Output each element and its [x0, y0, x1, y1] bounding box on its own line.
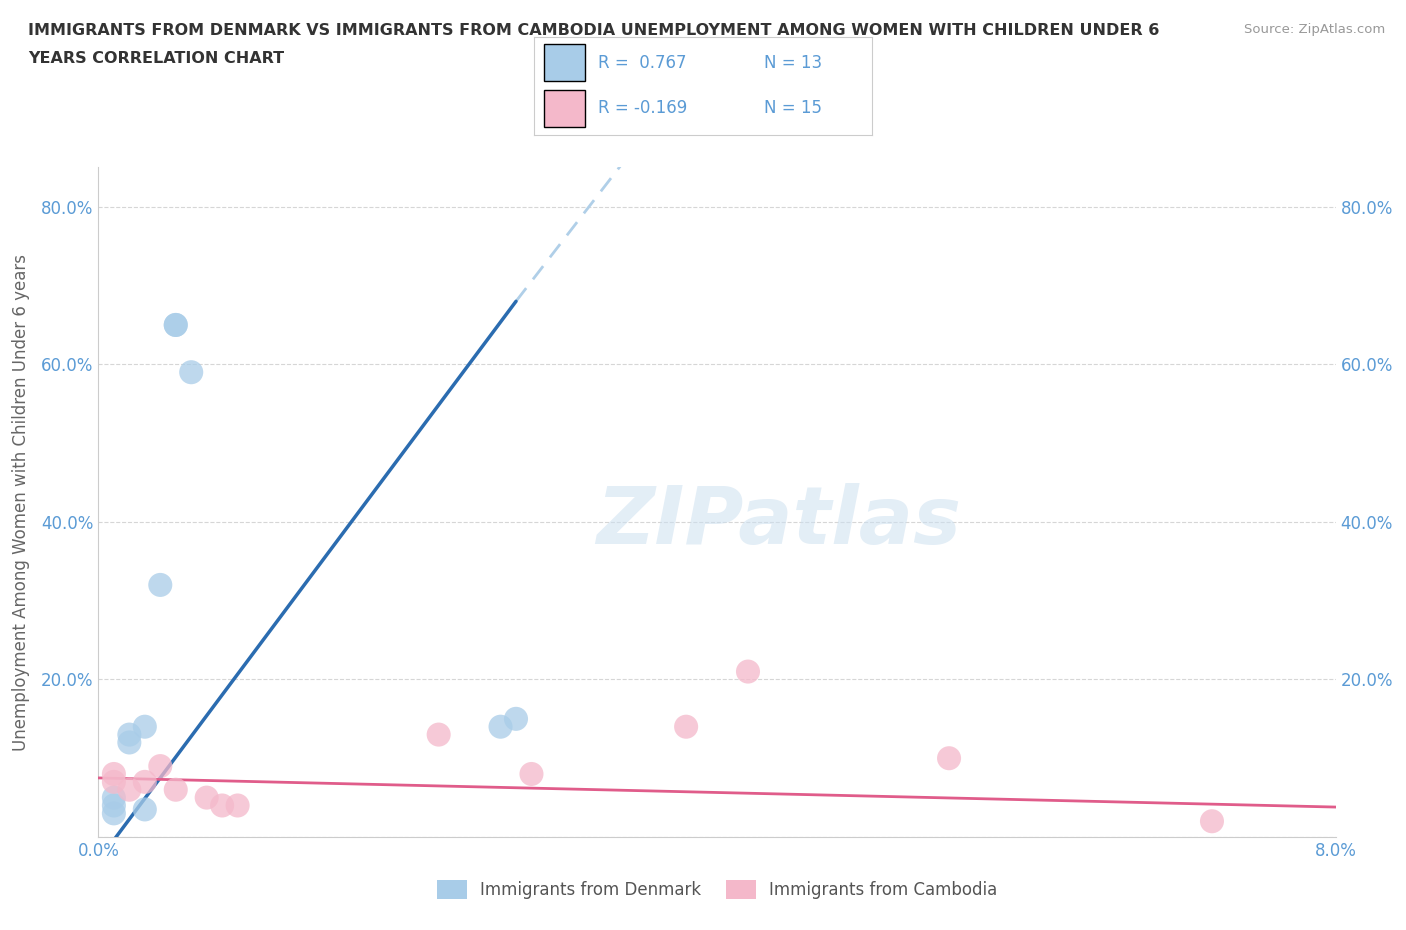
Point	[103, 766, 125, 781]
Point	[938, 751, 960, 765]
Point	[103, 775, 125, 790]
Point	[118, 782, 141, 797]
Legend: Immigrants from Denmark, Immigrants from Cambodia: Immigrants from Denmark, Immigrants from…	[430, 873, 1004, 906]
Point	[165, 317, 187, 332]
Point	[103, 798, 125, 813]
Point	[520, 766, 543, 781]
Text: Source: ZipAtlas.com: Source: ZipAtlas.com	[1244, 23, 1385, 36]
Point	[103, 806, 125, 821]
Text: N = 15: N = 15	[763, 100, 821, 117]
Point	[118, 735, 141, 750]
Point	[675, 719, 697, 734]
Point	[134, 775, 156, 790]
Point	[226, 798, 249, 813]
Point	[118, 727, 141, 742]
Point	[149, 578, 172, 592]
Point	[211, 798, 233, 813]
Point	[165, 782, 187, 797]
Point	[427, 727, 450, 742]
Point	[195, 790, 218, 805]
Point	[180, 365, 202, 379]
Text: YEARS CORRELATION CHART: YEARS CORRELATION CHART	[28, 51, 284, 66]
Y-axis label: Unemployment Among Women with Children Under 6 years: Unemployment Among Women with Children U…	[11, 254, 30, 751]
Point	[1201, 814, 1223, 829]
FancyBboxPatch shape	[544, 90, 585, 127]
Text: ZIPatlas: ZIPatlas	[596, 484, 962, 562]
Point	[165, 317, 187, 332]
Text: R = -0.169: R = -0.169	[599, 100, 688, 117]
Point	[149, 759, 172, 774]
Text: R =  0.767: R = 0.767	[599, 54, 688, 72]
Point	[103, 790, 125, 805]
Point	[134, 802, 156, 817]
Point	[489, 719, 512, 734]
FancyBboxPatch shape	[544, 44, 585, 81]
Point	[737, 664, 759, 679]
Text: N = 13: N = 13	[763, 54, 823, 72]
Point	[505, 711, 527, 726]
Text: IMMIGRANTS FROM DENMARK VS IMMIGRANTS FROM CAMBODIA UNEMPLOYMENT AMONG WOMEN WIT: IMMIGRANTS FROM DENMARK VS IMMIGRANTS FR…	[28, 23, 1160, 38]
Point	[134, 719, 156, 734]
